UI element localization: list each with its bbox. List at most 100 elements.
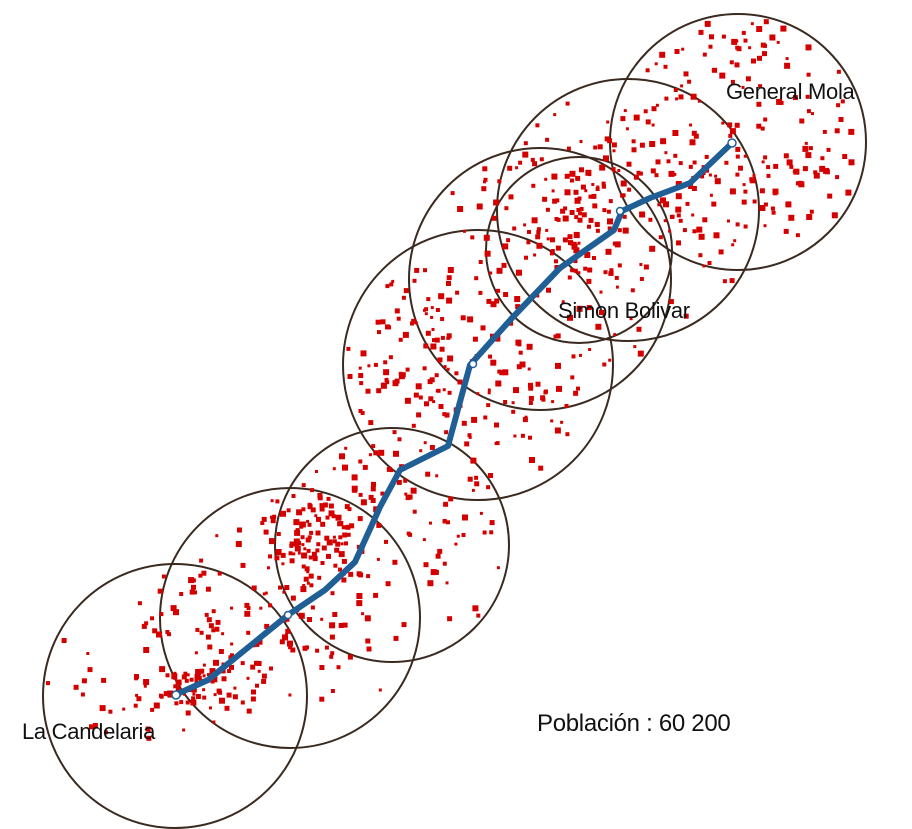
population-dot xyxy=(314,514,318,518)
population-dot xyxy=(175,679,182,686)
population-dot xyxy=(522,151,529,158)
population-dot xyxy=(660,197,666,204)
population-dot xyxy=(371,481,376,487)
population-dot xyxy=(230,653,234,658)
population-dot xyxy=(414,267,420,273)
station-marker-intermediate[interactable] xyxy=(615,206,625,216)
population-dot xyxy=(579,353,582,357)
station-marker-general-mola[interactable] xyxy=(727,138,737,148)
population-dot xyxy=(718,249,724,255)
population-dot xyxy=(360,499,367,506)
population-dot xyxy=(543,390,548,395)
population-dot xyxy=(806,72,811,77)
population-dot xyxy=(573,259,578,264)
population-dot xyxy=(502,369,509,376)
population-dot xyxy=(328,510,335,517)
population-dot xyxy=(649,141,656,147)
population-dot xyxy=(467,476,473,482)
population-dot xyxy=(471,416,478,423)
population-dot xyxy=(496,566,500,570)
population-dot xyxy=(769,34,776,41)
population-dot xyxy=(246,606,251,610)
population-dot xyxy=(328,503,334,509)
population-dot xyxy=(496,288,501,293)
population-dot xyxy=(319,506,325,512)
population-dot xyxy=(504,206,509,211)
population-dot xyxy=(435,553,441,559)
population-dot xyxy=(212,720,216,724)
population-dot xyxy=(165,630,170,634)
population-dot xyxy=(332,539,337,544)
population-dot xyxy=(312,556,318,562)
population-dot xyxy=(639,263,643,266)
population-dot xyxy=(625,127,629,131)
population-dot xyxy=(359,381,364,386)
population-dot xyxy=(338,535,343,540)
population-dot xyxy=(435,474,439,478)
catchment-circles xyxy=(42,13,867,829)
population-dot xyxy=(643,109,648,114)
population-dot xyxy=(604,136,610,142)
population-dot xyxy=(301,552,308,559)
population-dot xyxy=(474,481,480,487)
population-dot xyxy=(134,674,139,679)
station-marker-la-candelaria[interactable] xyxy=(171,690,181,700)
population-dot xyxy=(560,420,564,424)
population-dot xyxy=(347,507,352,512)
population-dot xyxy=(515,166,519,170)
population-dot xyxy=(424,307,429,312)
population-dot xyxy=(709,34,714,40)
population-dot xyxy=(592,203,598,209)
population-dot xyxy=(550,419,554,423)
population-dot xyxy=(378,688,382,692)
population-dot xyxy=(373,592,379,598)
population-dot xyxy=(792,95,798,101)
population-dot xyxy=(574,215,579,220)
population-dot xyxy=(728,133,733,138)
population-dot xyxy=(762,51,767,57)
station-marker-intermediate[interactable] xyxy=(283,610,293,620)
population-dot xyxy=(751,58,756,64)
population-dot xyxy=(329,622,336,629)
population-dot xyxy=(393,450,399,457)
station-marker-intermediate[interactable] xyxy=(468,359,478,369)
population-dot xyxy=(80,692,85,697)
population-dot xyxy=(848,128,855,135)
population-dot xyxy=(384,377,389,382)
population-dot xyxy=(427,580,434,587)
population-dot xyxy=(282,590,286,594)
population-dot xyxy=(714,174,718,178)
population-dot xyxy=(483,177,488,182)
population-dot xyxy=(424,312,428,316)
population-dot xyxy=(531,217,538,224)
population-dot xyxy=(159,612,164,617)
population-dot xyxy=(309,583,314,588)
population-dot xyxy=(571,243,578,250)
population-dot xyxy=(270,499,274,503)
population-dot xyxy=(561,300,565,304)
population-dot xyxy=(194,678,199,683)
population-dot xyxy=(714,178,721,185)
population-dot xyxy=(552,198,558,204)
population-dot xyxy=(211,609,216,614)
route-layer xyxy=(171,138,737,700)
population-dot xyxy=(783,228,789,234)
population-dot xyxy=(650,168,656,174)
population-dot xyxy=(413,392,419,398)
catchment-circle xyxy=(274,427,510,663)
population-dot xyxy=(345,524,351,530)
population-dot xyxy=(564,404,569,408)
population-dot xyxy=(580,184,586,190)
population-dot xyxy=(799,118,805,124)
population-dot xyxy=(341,577,347,583)
population-dot xyxy=(741,199,747,205)
population-dot xyxy=(596,185,600,189)
population-dot xyxy=(292,552,296,556)
population-dot xyxy=(658,235,663,240)
population-dot xyxy=(805,44,812,51)
population-dot xyxy=(527,230,531,234)
population-dot xyxy=(474,276,479,281)
population-dot xyxy=(368,420,374,426)
population-dot xyxy=(298,521,302,525)
